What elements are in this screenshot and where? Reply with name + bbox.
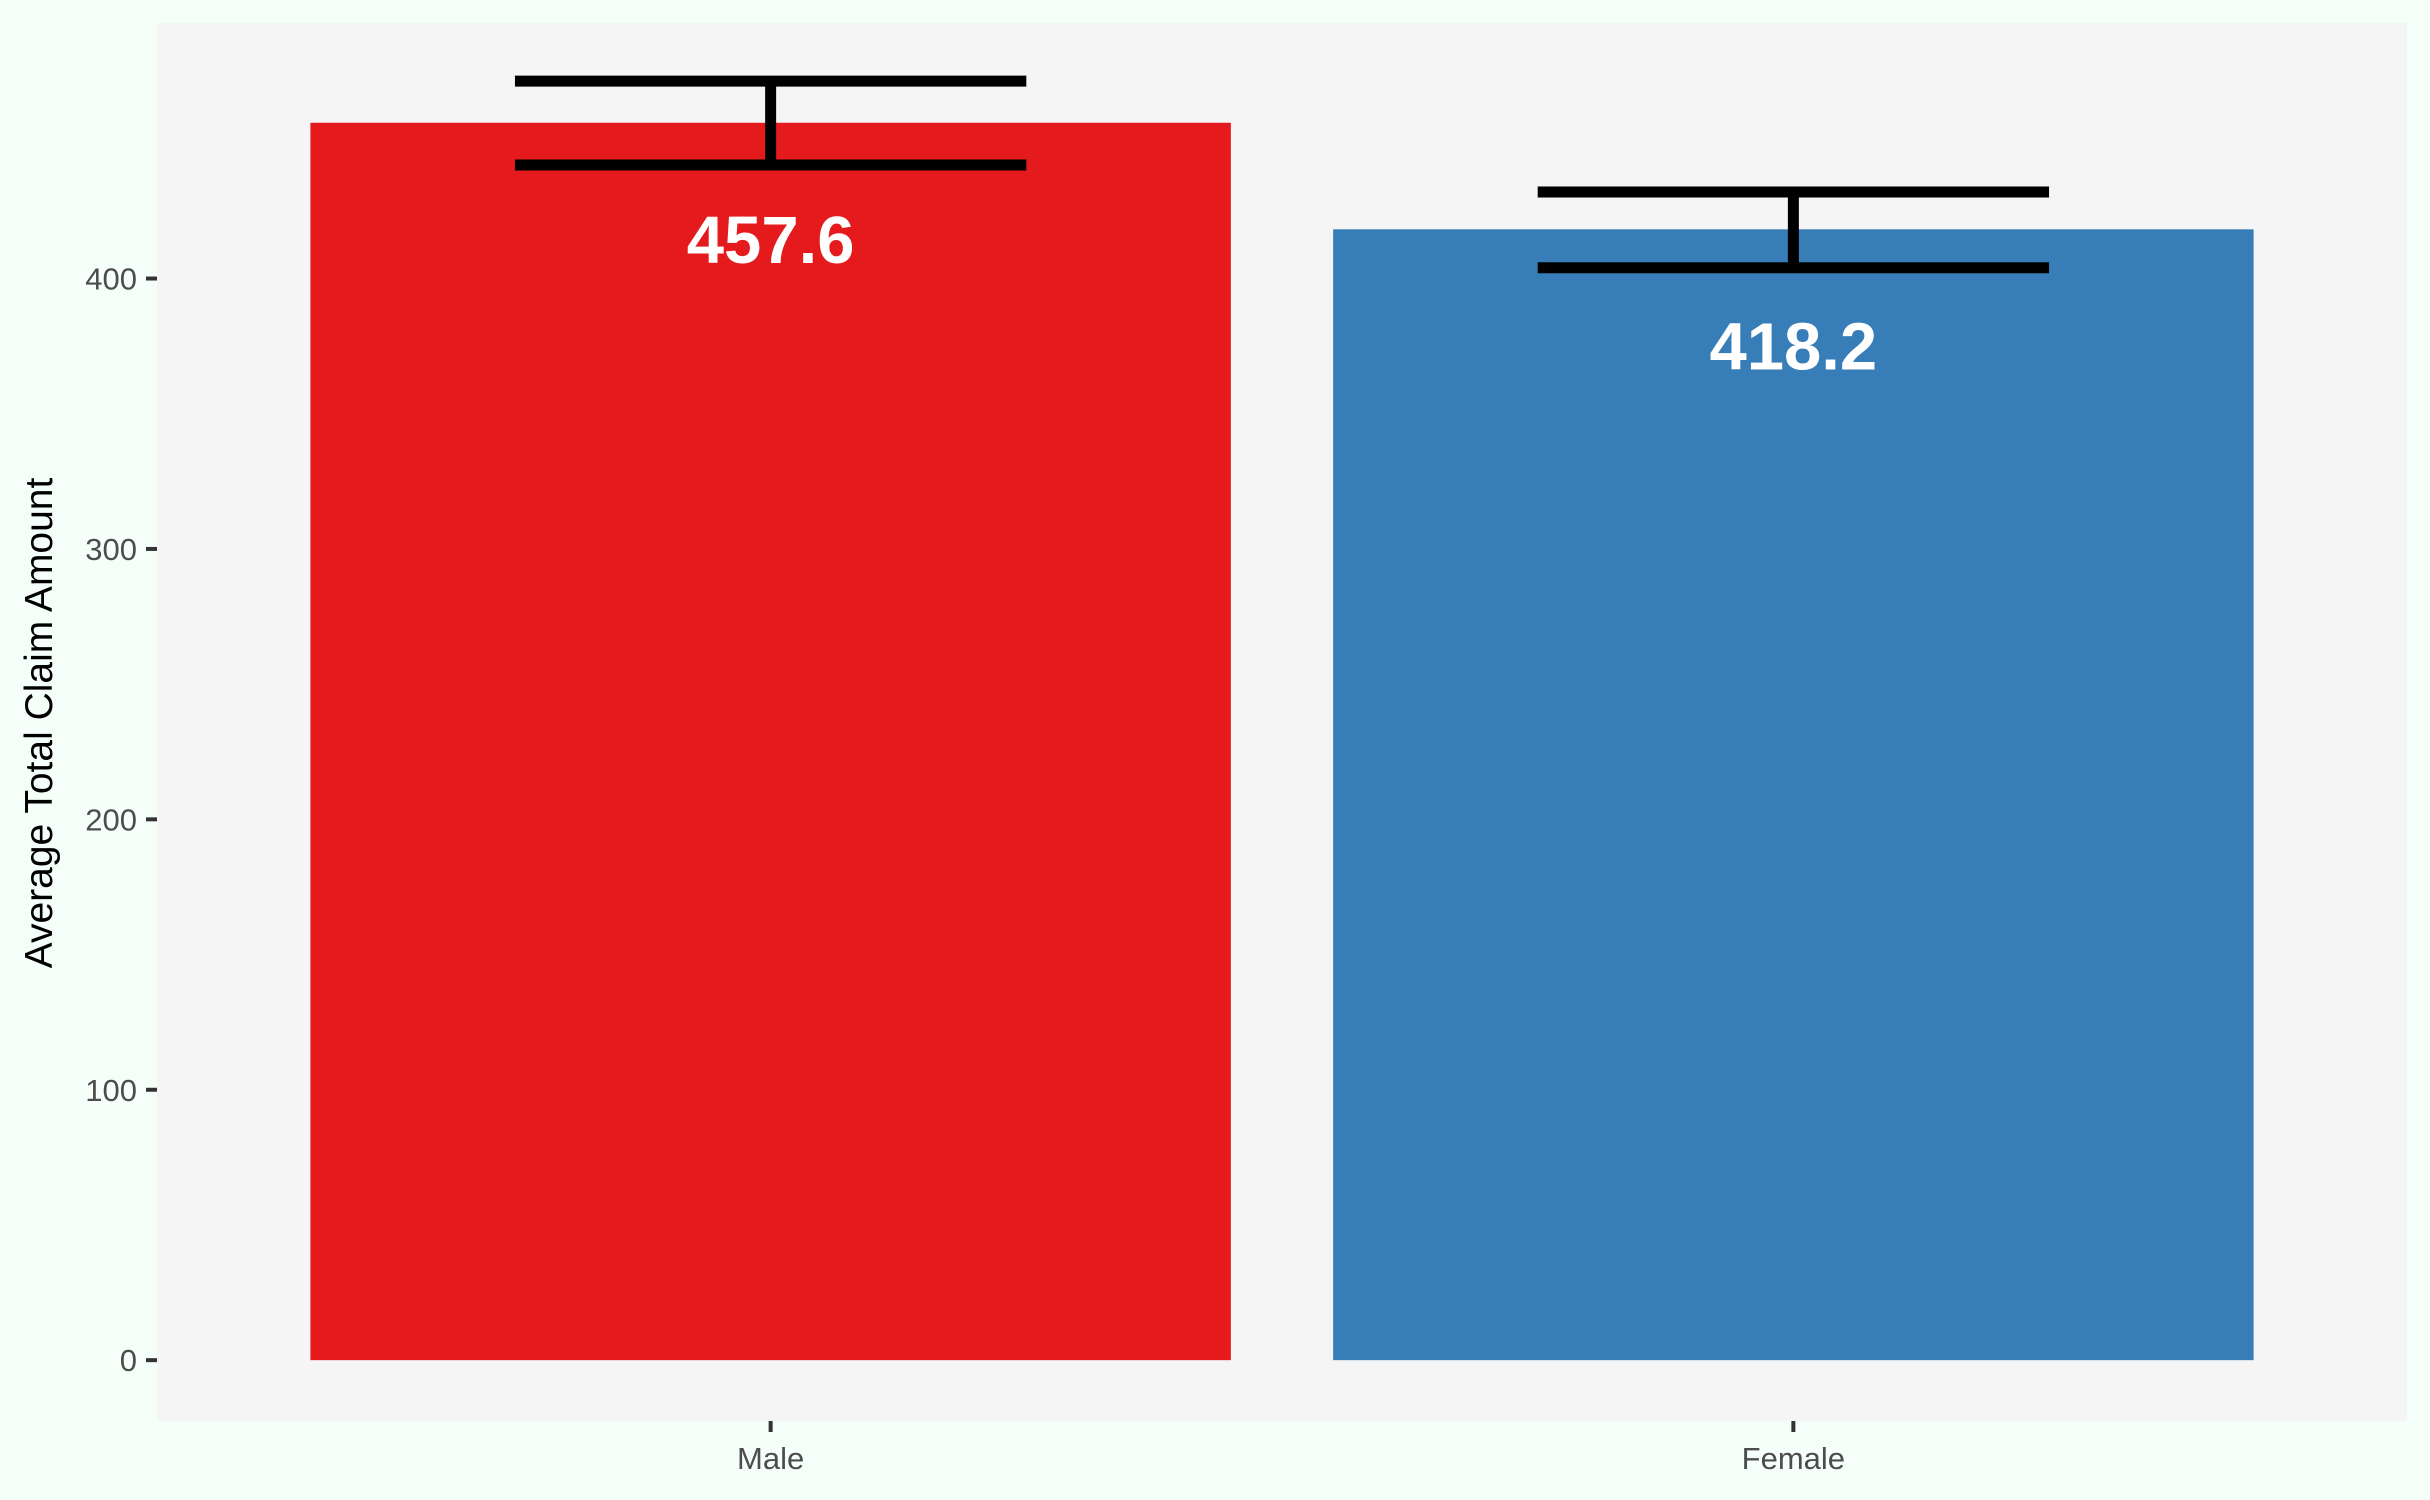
bar-male (310, 122, 1231, 1361)
x-tick-label-male: Male (737, 1441, 804, 1476)
data-label-female: 418.2 (1710, 309, 1878, 384)
y-axis: 0 100 200 300 400 (85, 262, 157, 1378)
bars-group (310, 122, 2254, 1361)
bar-female (1333, 229, 2254, 1361)
error-bar-male (514, 75, 1027, 171)
data-labels-group: 457.6 418.2 (687, 203, 1877, 385)
y-tick-label-0: 0 (120, 1343, 137, 1378)
error-bars-group (514, 75, 2050, 274)
x-axis: Male Female (737, 1421, 1845, 1476)
error-bar-female (1537, 186, 2050, 274)
data-label-male: 457.6 (687, 203, 855, 278)
y-tick-label-100: 100 (85, 1073, 137, 1108)
y-tick-label-400: 400 (85, 262, 137, 297)
y-axis-title: Average Total Claim Amount (18, 478, 61, 969)
y-tick-label-200: 200 (85, 802, 137, 837)
y-tick-label-300: 300 (85, 532, 137, 567)
x-tick-label-female: Female (1742, 1441, 1845, 1476)
